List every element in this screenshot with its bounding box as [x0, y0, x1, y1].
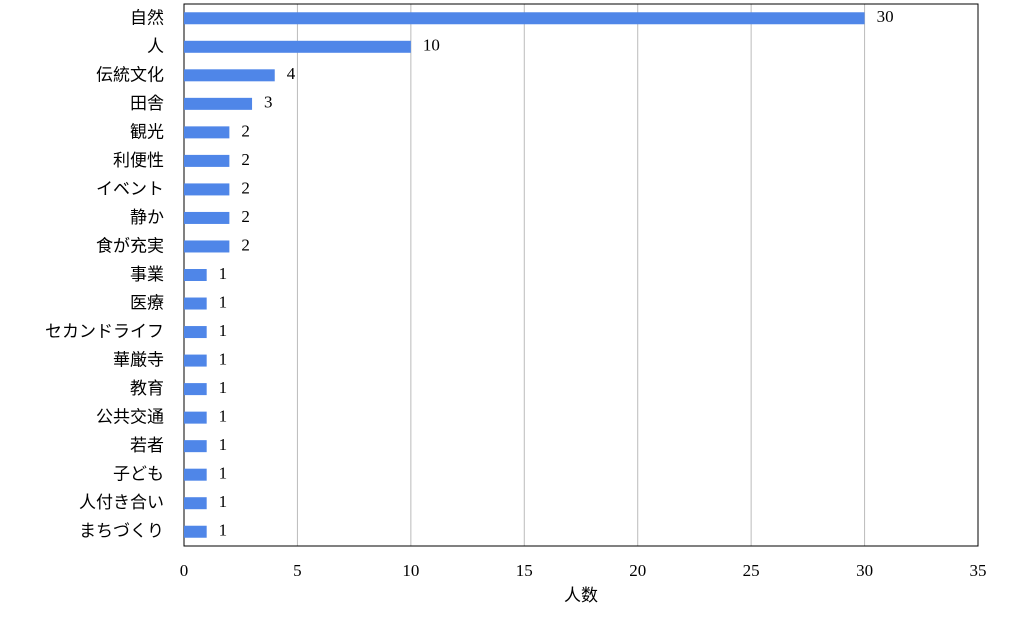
value-label: 2 [241, 235, 250, 254]
value-label: 1 [219, 349, 228, 368]
bar [184, 297, 207, 310]
y-tick-label: 若者 [130, 436, 164, 456]
bar [184, 411, 207, 424]
value-label: 1 [219, 464, 228, 483]
value-label: 1 [219, 492, 228, 511]
bar [184, 183, 230, 196]
y-tick-label: 子ども [113, 465, 164, 485]
bar [184, 69, 275, 82]
value-label: 1 [219, 292, 228, 311]
x-tick-label: 10 [402, 561, 419, 580]
y-tick-label: 公共交通 [96, 408, 164, 428]
bar [184, 354, 207, 367]
y-tick-label: セカンドライフ [45, 322, 164, 342]
bar [184, 240, 230, 253]
bar [184, 12, 865, 25]
value-label: 1 [219, 321, 228, 340]
y-tick-label: 華厳寺 [113, 351, 164, 371]
x-tick-label: 25 [743, 561, 760, 580]
plot-frame [183, 3, 979, 547]
y-tick-label: 事業 [130, 265, 164, 285]
value-label: 10 [423, 36, 440, 55]
y-tick-label: イベント [96, 179, 164, 199]
value-label: 2 [241, 150, 250, 169]
y-tick-label: 静か [130, 208, 164, 228]
bar [184, 211, 230, 224]
bar [184, 269, 207, 281]
value-label: 3 [264, 93, 273, 112]
x-tick-label: 0 [180, 561, 189, 580]
y-tick-label: 観光 [130, 122, 164, 142]
y-tick-label: 田舎 [130, 94, 164, 114]
bar [184, 440, 207, 453]
value-label: 1 [219, 264, 228, 283]
y-tick-label: 食が充実 [96, 236, 164, 256]
value-label: 2 [241, 121, 250, 140]
value-label: 2 [241, 178, 250, 197]
value-label: 1 [219, 378, 228, 397]
y-tick-label: 自然 [130, 8, 164, 28]
bar [184, 525, 207, 538]
y-tick-label: 人 [147, 37, 164, 57]
bar [184, 126, 230, 139]
x-tick-label: 15 [516, 561, 533, 580]
value-label: 1 [219, 521, 228, 540]
value-label: 1 [219, 407, 228, 426]
x-tick-label: 35 [970, 561, 987, 580]
x-axis-label: 人数 [564, 586, 598, 605]
value-label: 1 [219, 435, 228, 454]
value-label: 30 [877, 7, 894, 26]
y-tick-label: 人付き合い [79, 493, 164, 513]
value-label: 4 [287, 64, 296, 83]
y-tick-label: 利便性 [113, 151, 164, 171]
bar [184, 468, 207, 481]
x-tick-label: 30 [856, 561, 873, 580]
value-label: 2 [241, 207, 250, 226]
bar [184, 383, 207, 396]
y-tick-label: 伝統文化 [96, 65, 164, 85]
y-tick-label: まちづくり [79, 522, 164, 542]
y-tick-label: 医療 [130, 294, 164, 314]
bar [184, 326, 207, 339]
x-tick-label: 5 [293, 561, 302, 580]
bar [184, 497, 207, 510]
bar [184, 40, 411, 53]
y-tick-label: 教育 [130, 379, 164, 399]
bar [184, 154, 230, 167]
x-tick-label: 20 [629, 561, 646, 580]
bar [184, 97, 253, 110]
